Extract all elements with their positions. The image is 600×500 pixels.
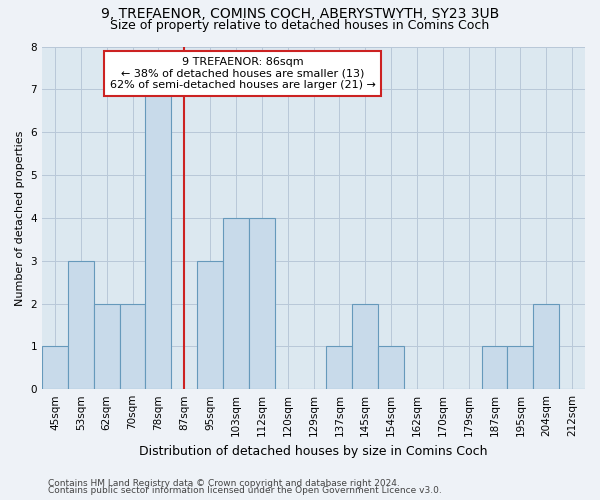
- Bar: [42, 346, 68, 389]
- Text: Contains HM Land Registry data © Crown copyright and database right 2024.: Contains HM Land Registry data © Crown c…: [48, 478, 400, 488]
- Bar: [94, 304, 119, 389]
- Y-axis label: Number of detached properties: Number of detached properties: [15, 130, 25, 306]
- Bar: [249, 218, 275, 389]
- X-axis label: Distribution of detached houses by size in Comins Coch: Distribution of detached houses by size …: [139, 444, 488, 458]
- Bar: [378, 346, 404, 389]
- Text: 9 TREFAENOR: 86sqm
← 38% of detached houses are smaller (13)
62% of semi-detache: 9 TREFAENOR: 86sqm ← 38% of detached hou…: [110, 57, 376, 90]
- Bar: [352, 304, 378, 389]
- Bar: [119, 304, 145, 389]
- Bar: [145, 90, 172, 389]
- Bar: [223, 218, 249, 389]
- Text: Contains public sector information licensed under the Open Government Licence v3: Contains public sector information licen…: [48, 486, 442, 495]
- Bar: [533, 304, 559, 389]
- Bar: [326, 346, 352, 389]
- Bar: [68, 260, 94, 389]
- Text: 9, TREFAENOR, COMINS COCH, ABERYSTWYTH, SY23 3UB: 9, TREFAENOR, COMINS COCH, ABERYSTWYTH, …: [101, 8, 499, 22]
- Text: Size of property relative to detached houses in Comins Coch: Size of property relative to detached ho…: [110, 19, 490, 32]
- Bar: [197, 260, 223, 389]
- Bar: [482, 346, 508, 389]
- Bar: [508, 346, 533, 389]
